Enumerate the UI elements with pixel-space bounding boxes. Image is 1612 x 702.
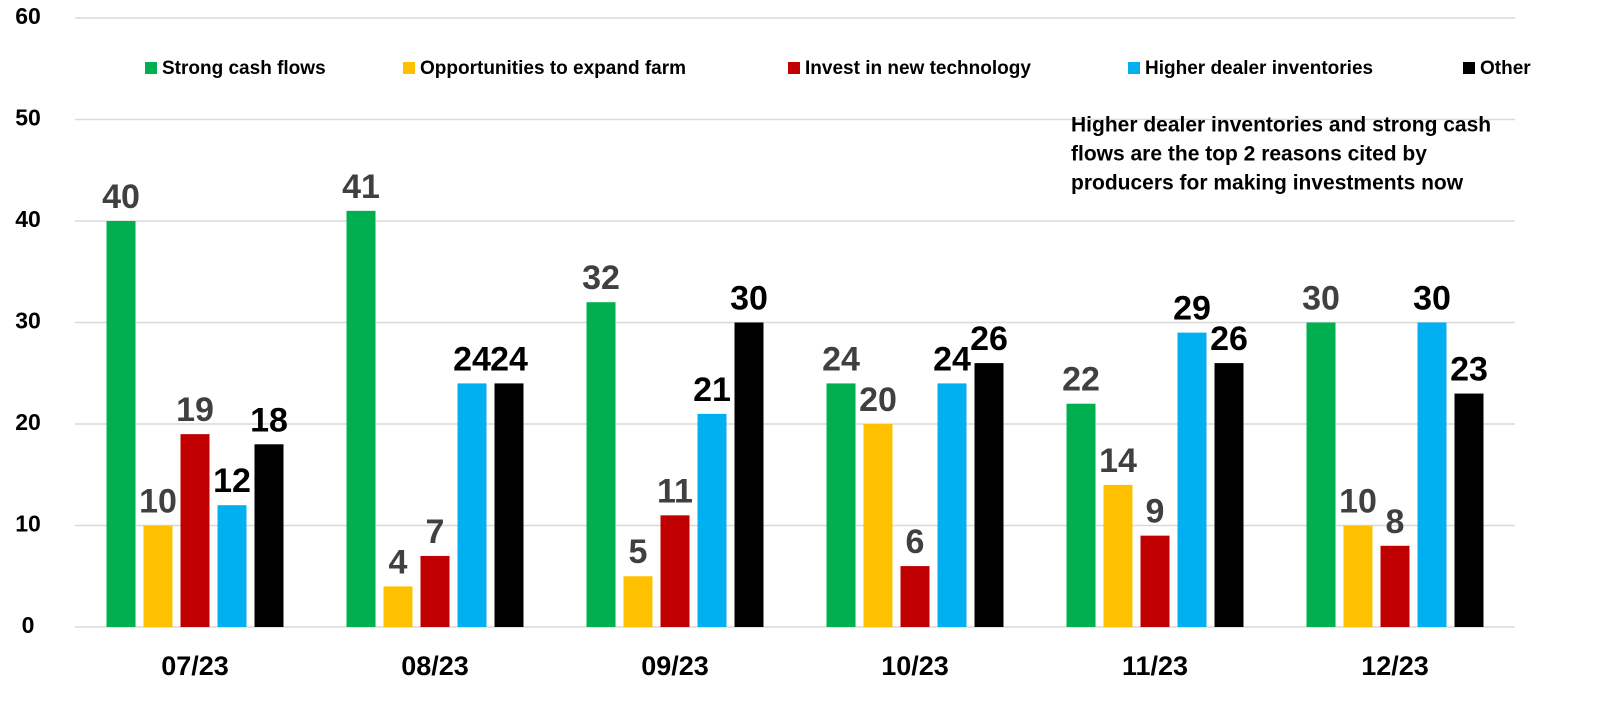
bar — [1344, 526, 1373, 628]
bar — [1418, 323, 1447, 628]
bar — [255, 444, 284, 627]
data-label: 32 — [582, 259, 620, 297]
annotation: flows are the top 2 reasons cited by — [1071, 143, 1427, 166]
bar — [1067, 404, 1096, 627]
data-label: 8 — [1386, 503, 1405, 541]
bar — [218, 505, 247, 627]
data-label: 6 — [906, 523, 925, 561]
annotation: Higher dealer inventories and strong cas… — [1071, 114, 1491, 137]
bar — [661, 515, 690, 627]
bar — [864, 424, 893, 627]
data-label: 26 — [1210, 320, 1248, 358]
x-tick-label: 10/23 — [881, 651, 949, 681]
legend-swatch — [403, 62, 415, 74]
data-label: 41 — [342, 168, 380, 206]
bar — [938, 383, 967, 627]
data-label: 4 — [389, 543, 408, 581]
bar — [1104, 485, 1133, 627]
bar — [827, 383, 856, 627]
bar — [421, 556, 450, 627]
data-label: 10 — [139, 482, 177, 520]
legend-label: Other — [1480, 58, 1531, 79]
bar — [347, 211, 376, 627]
data-label: 20 — [859, 381, 897, 419]
bar — [384, 586, 413, 627]
data-label: 23 — [1450, 351, 1488, 389]
data-label: 22 — [1062, 361, 1100, 399]
bar — [107, 221, 136, 627]
legend-swatch — [145, 62, 157, 74]
chart: 0 10 20 30 40 50 60 Strong cash flows Opportunit… — [0, 0, 1612, 702]
bar — [1178, 333, 1207, 627]
data-label: 24 — [453, 340, 491, 378]
data-label: 5 — [629, 533, 648, 571]
data-label: 29 — [1173, 290, 1211, 328]
x-tick-label: 11/23 — [1122, 651, 1188, 681]
bar — [1455, 394, 1484, 627]
y-tick-label: 20 — [15, 409, 41, 435]
y-tick-label: 40 — [15, 206, 41, 232]
bar — [1381, 546, 1410, 627]
y-tick-label: 50 — [15, 105, 41, 131]
legend-swatch — [1128, 62, 1140, 74]
legend-label: Invest in new technology — [805, 58, 1031, 79]
data-label: 18 — [250, 401, 288, 439]
data-label: 24 — [490, 340, 528, 378]
bar — [587, 302, 616, 627]
data-label: 24 — [933, 340, 971, 378]
bar — [181, 434, 210, 627]
bar — [624, 576, 653, 627]
data-label: 21 — [693, 371, 731, 409]
y-tick-label: 60 — [15, 3, 41, 29]
bar — [144, 526, 173, 628]
data-label: 11 — [657, 472, 693, 510]
legend-label: Strong cash flows — [162, 58, 326, 79]
bar — [698, 414, 727, 627]
bar — [975, 363, 1004, 627]
x-tick-label: 12/23 — [1361, 651, 1429, 681]
data-label: 9 — [1146, 493, 1165, 531]
legend-swatch — [1463, 62, 1475, 74]
bar — [458, 383, 487, 627]
y-tick-label: 30 — [15, 308, 41, 334]
bar — [901, 566, 930, 627]
data-label: 30 — [1413, 279, 1451, 317]
legend-swatch — [788, 62, 800, 74]
data-label: 10 — [1339, 482, 1377, 520]
data-label: 40 — [102, 178, 140, 216]
bar — [1307, 323, 1336, 628]
data-label: 12 — [213, 462, 251, 500]
legend-label: Higher dealer inventories — [1145, 58, 1373, 79]
y-tick-label: 0 — [22, 612, 35, 638]
y-tick-label: 10 — [15, 511, 41, 537]
x-tick-label: 08/23 — [401, 651, 469, 681]
data-label: 19 — [176, 391, 214, 429]
bar — [1215, 363, 1244, 627]
bar — [735, 323, 764, 628]
data-label: 7 — [426, 513, 445, 551]
annotation: producers for making investments now — [1071, 172, 1464, 195]
x-tick-label: 07/23 — [161, 651, 229, 681]
legend-label: Opportunities to expand farm — [420, 58, 686, 79]
data-label: 24 — [822, 340, 860, 378]
x-tick-label: 09/23 — [641, 651, 709, 681]
data-label: 14 — [1099, 442, 1137, 480]
data-label: 30 — [730, 279, 768, 317]
bar — [1141, 536, 1170, 627]
data-label: 30 — [1302, 279, 1340, 317]
data-label: 26 — [970, 320, 1008, 358]
bar — [495, 383, 524, 627]
